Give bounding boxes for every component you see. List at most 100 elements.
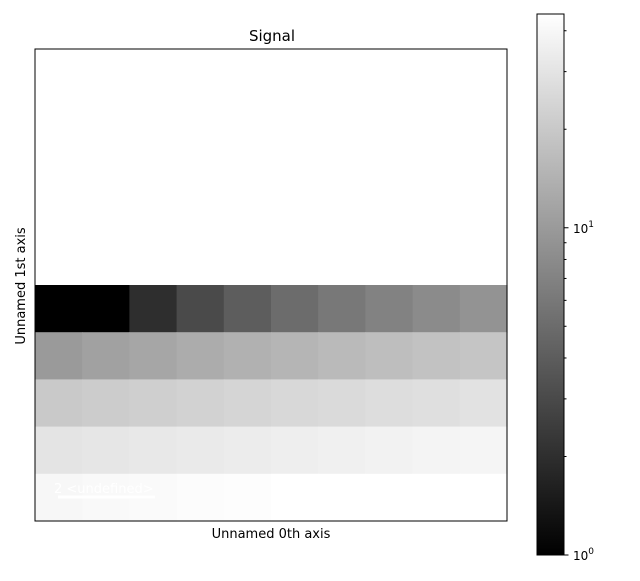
heatmap-cell (35, 237, 83, 286)
heatmap-cell (365, 190, 414, 239)
heatmap-cell (176, 190, 225, 239)
heatmap-cell (459, 143, 508, 192)
heatmap-cell (271, 143, 319, 192)
y-axis-label: Unnamed 1st axis (14, 227, 29, 345)
heatmap-cell (412, 190, 461, 239)
heatmap-cell (223, 96, 272, 144)
heatmap-cells (35, 49, 508, 522)
heatmap-cell (365, 379, 414, 428)
heatmap-cell (412, 426, 461, 475)
heatmap-cell (271, 473, 319, 522)
x-axis-label: Unnamed 0th axis (212, 527, 331, 542)
heatmap-cell (223, 143, 272, 192)
heatmap-cell (271, 332, 319, 380)
heatmap-cell (35, 49, 83, 97)
heatmap-cell (365, 332, 414, 380)
heatmap-cell (223, 190, 272, 239)
heatmap-cell (412, 285, 461, 333)
chart-title: Signal (249, 27, 295, 45)
heatmap-cell (459, 96, 508, 144)
heatmap-cell (459, 426, 508, 475)
heatmap-cell (129, 379, 178, 428)
heatmap-cell (271, 285, 319, 333)
heatmap-cell (318, 237, 366, 286)
heatmap-cell (223, 426, 272, 475)
colorbar-ticks: 100 101 (564, 30, 594, 563)
scalebar-label: 2 <undefined> (54, 482, 154, 497)
heatmap-cell (35, 379, 83, 428)
heatmap-cell (271, 49, 319, 97)
heatmap-cell (412, 143, 461, 192)
heatmap-cell (412, 96, 461, 144)
heatmap-cell (129, 190, 178, 239)
heatmap-cell (129, 426, 178, 475)
heatmap-cell (365, 143, 414, 192)
heatmap-cell (412, 379, 461, 428)
heatmap-cell (318, 426, 366, 475)
heatmap-cell (176, 379, 225, 428)
heatmap-cell (82, 379, 130, 428)
heatmap-cell (176, 285, 225, 333)
heatmap-cell (176, 426, 225, 475)
heatmap-cell (459, 332, 508, 380)
heatmap-cell (365, 473, 414, 522)
heatmap-cell (459, 473, 508, 522)
heatmap-cell (318, 379, 366, 428)
heatmap-cell (459, 285, 508, 333)
heatmap-cell (176, 96, 225, 144)
heatmap-cell (318, 96, 366, 144)
heatmap-cell (223, 285, 272, 333)
heatmap-cell (82, 190, 130, 239)
heatmap-cell (129, 96, 178, 144)
heatmap-cell (459, 379, 508, 428)
heatmap-cell (82, 332, 130, 380)
heatmap-cell (223, 332, 272, 380)
heatmap-cell (176, 473, 225, 522)
heatmap-cell (412, 332, 461, 380)
heatmap-cell (365, 49, 414, 97)
heatmap-cell (365, 237, 414, 286)
heatmap-cell (412, 237, 461, 286)
heatmap-cell (176, 237, 225, 286)
heatmap-cell (35, 332, 83, 380)
heatmap-cell (129, 237, 178, 286)
heatmap-cell (223, 379, 272, 428)
plot-frame (34, 48, 508, 522)
heatmap-cell (223, 237, 272, 286)
colorbar (536, 13, 565, 556)
heatmap-cell (129, 49, 178, 97)
heatmap-cell (129, 285, 178, 333)
heatmap-cell (82, 426, 130, 475)
heatmap-cell (35, 143, 83, 192)
colorbar-tick-label: 101 (573, 220, 594, 236)
heatmap-cell (271, 426, 319, 475)
heatmap-cell (365, 96, 414, 144)
heatmap-cell (129, 143, 178, 192)
heatmap-cell (459, 190, 508, 239)
heatmap-cell (35, 190, 83, 239)
heatmap-cell (82, 237, 130, 286)
heatmap-cell (318, 473, 366, 522)
heatmap-cell (318, 143, 366, 192)
heatmap-cell (318, 49, 366, 97)
heatmap-cell (318, 332, 366, 380)
heatmap-cell (129, 332, 178, 380)
heatmap-cell (365, 426, 414, 475)
heatmap-cell (271, 379, 319, 428)
heatmap-cell (82, 143, 130, 192)
heatmap-cell (412, 473, 461, 522)
heatmap-cell (35, 426, 83, 475)
heatmap-cell (223, 473, 272, 522)
heatmap-cell (176, 332, 225, 380)
heatmap-cell (35, 285, 83, 333)
heatmap-cell (271, 96, 319, 144)
heatmap-cell (82, 49, 130, 97)
heatmap-cell (318, 285, 366, 333)
heatmap-cell (82, 96, 130, 144)
heatmap-cell (223, 49, 272, 97)
heatmap-cell (271, 237, 319, 286)
heatmap-cell (365, 285, 414, 333)
colorbar-tick-label: 100 (573, 547, 594, 563)
heatmap-cell (82, 285, 130, 333)
